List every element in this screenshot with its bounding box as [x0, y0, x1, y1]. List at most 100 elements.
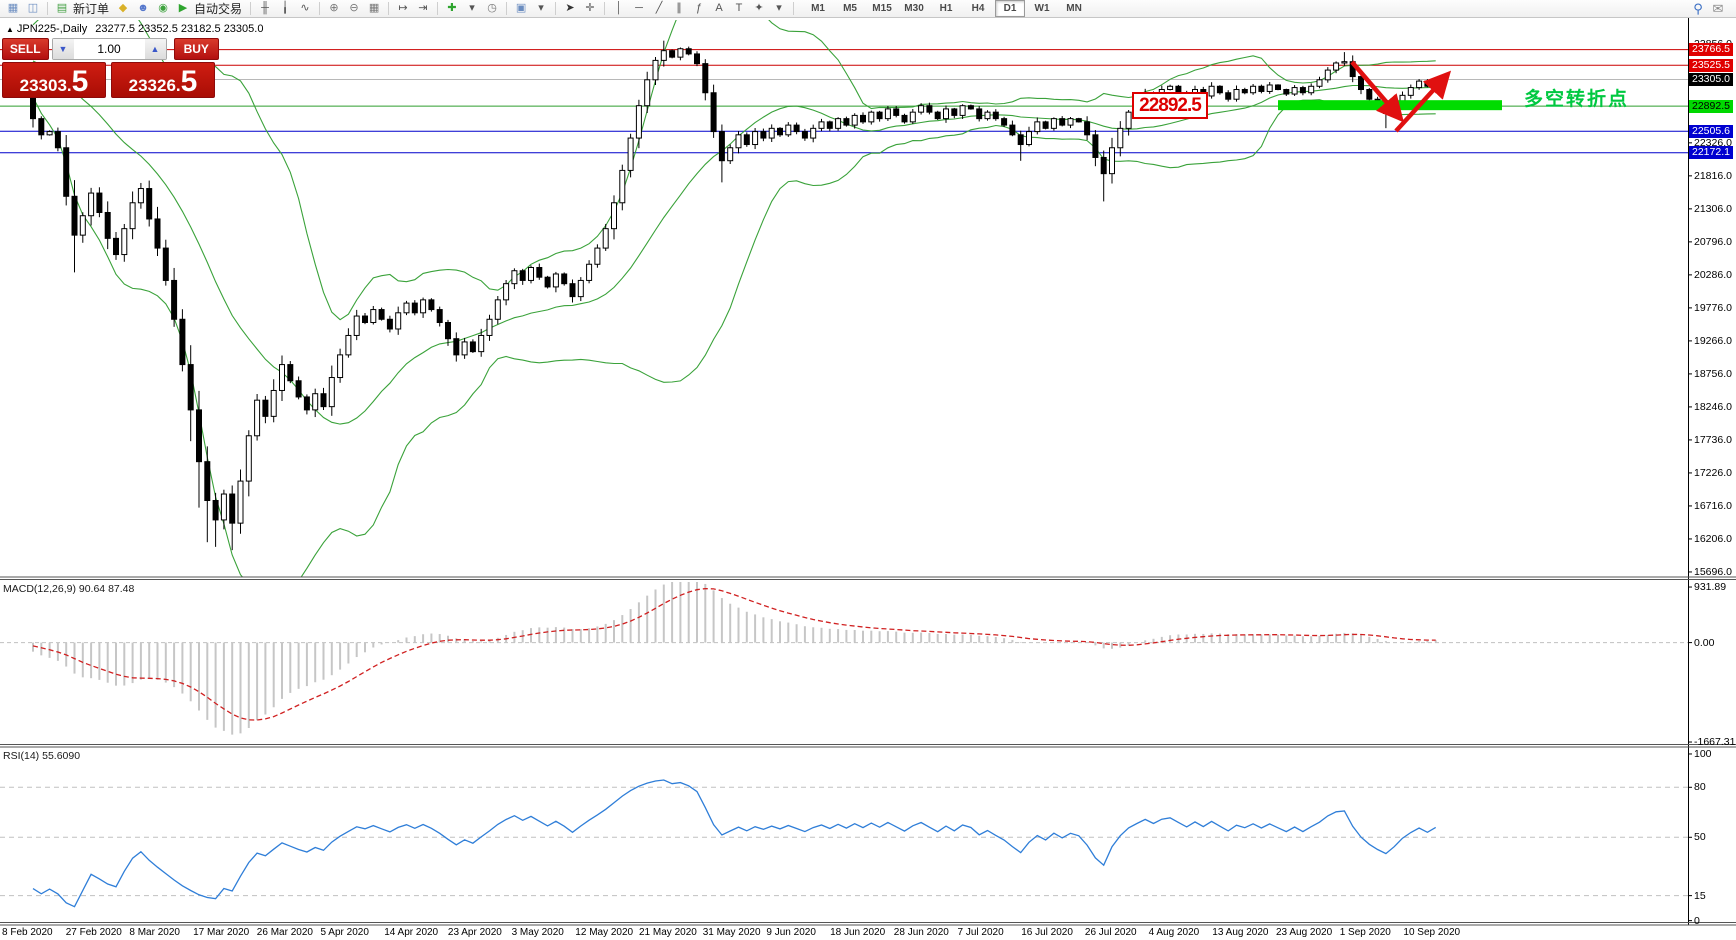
- data-window-icon[interactable]: ☻: [137, 2, 149, 14]
- text-icon[interactable]: A: [715, 2, 723, 14]
- new-order-label: 新订单: [73, 2, 110, 16]
- price-tick: 15696.0: [1694, 565, 1732, 578]
- indicator-caret-icon[interactable]: ▾: [469, 2, 475, 14]
- price-tick: 16716.0: [1694, 499, 1732, 512]
- date-label: 3 May 2020: [511, 927, 564, 938]
- price-badge: 23766.5: [1689, 43, 1733, 57]
- volume-input[interactable]: [73, 39, 145, 59]
- zoom-in-icon[interactable]: ⊕: [329, 2, 339, 14]
- shapes-icon[interactable]: ✦: [754, 2, 764, 14]
- autotrading-label: 自动交易: [194, 2, 243, 16]
- toolbar-divider: [506, 2, 508, 15]
- date-label: 26 Jul 2020: [1084, 927, 1137, 938]
- price-badge: 22892.5: [1689, 99, 1733, 113]
- trend-arrow-2: [1394, 70, 1452, 133]
- date-label: 4 Aug 2020: [1148, 927, 1200, 938]
- symbol-name: JPN225-,Daily: [16, 23, 88, 35]
- volume-increase-button[interactable]: ▲: [144, 39, 166, 59]
- label-icon[interactable]: T: [735, 2, 743, 14]
- date-label: 23 Aug 2020: [1276, 927, 1333, 938]
- trendline-icon[interactable]: ╱: [655, 2, 663, 14]
- date-label: 12 May 2020: [575, 927, 634, 938]
- market-watch-icon[interactable]: ◆: [118, 2, 128, 14]
- date-label: 17 Mar 2020: [193, 927, 250, 938]
- candles: [30, 40, 1439, 551]
- navigator-icon[interactable]: ◉: [158, 2, 168, 14]
- macd-label: MACD(12,26,9) 90.64 87.48: [3, 583, 135, 595]
- fibonacci-icon[interactable]: ƒ: [695, 2, 703, 14]
- toolbar-divider: [47, 2, 48, 15]
- new-chart-icon[interactable]: ▦: [7, 2, 19, 14]
- vertical-line-icon[interactable]: │: [615, 2, 623, 14]
- date-label: 8 Feb 2020: [2, 927, 53, 938]
- price-tick: 16206.0: [1694, 532, 1732, 545]
- price-tick: 20286.0: [1694, 268, 1732, 281]
- shapes-caret-icon[interactable]: ▾: [776, 2, 782, 14]
- sell-button[interactable]: SELL: [2, 38, 49, 60]
- rsi-panel: [0, 779, 1688, 908]
- buy-button[interactable]: BUY: [173, 38, 219, 60]
- toolbar-divider: [555, 2, 557, 15]
- profiles-icon[interactable]: ◫: [27, 2, 39, 14]
- auto-scroll-icon[interactable]: ↦: [398, 2, 408, 14]
- date-label: 10 Sep 2020: [1403, 927, 1461, 938]
- bar-chart-icon[interactable]: ╫: [261, 2, 269, 14]
- timeframe-button-m5[interactable]: M5: [843, 3, 857, 14]
- chart-type-icon[interactable]: ▣: [515, 2, 527, 14]
- price-tick: 21816.0: [1694, 169, 1732, 182]
- tile-windows-icon[interactable]: ▦: [368, 2, 380, 14]
- date-label: 13 Aug 2020: [1212, 927, 1269, 938]
- rsi-tick: 100: [1694, 747, 1712, 760]
- chat-icon[interactable]: ✉: [1712, 1, 1724, 16]
- buy-price-dot: .: [175, 76, 181, 95]
- date-label: 9 Jun 2020: [766, 927, 816, 938]
- one-click-trading-panel: SELL ▼ ▲ BUY 23303.5 23326.5: [2, 38, 219, 98]
- timeframe-button-w1[interactable]: W1: [1034, 3, 1050, 14]
- timeframe-button-m1[interactable]: M1: [811, 3, 825, 14]
- toolbar-divider: [319, 2, 321, 15]
- date-label: 23 Apr 2020: [447, 927, 502, 938]
- autotrading-icon[interactable]: ▶: [178, 2, 188, 14]
- chart-type-caret-icon[interactable]: ▾: [538, 2, 544, 14]
- horizontal-line-icon[interactable]: ─: [635, 2, 643, 14]
- cursor-icon[interactable]: ➤: [565, 2, 575, 14]
- sell-price-dot: .: [66, 76, 72, 95]
- turning-point-label[interactable]: 多空转折点: [1524, 89, 1630, 110]
- macd-tick: 0.00: [1694, 636, 1715, 649]
- new-order-icon[interactable]: ▤: [56, 2, 68, 14]
- price-tick: 18246.0: [1694, 400, 1732, 413]
- ohlc-values: 23277.5 23352.5 23182.5 23305.0: [95, 23, 264, 35]
- date-label: 21 May 2020: [639, 927, 697, 938]
- crosshair-icon[interactable]: ✛: [585, 2, 595, 14]
- zoom-out-icon[interactable]: ⊖: [349, 2, 359, 14]
- macd-tick: -1667.31: [1694, 736, 1736, 749]
- buy-price-panel[interactable]: 23326. 5: [111, 62, 215, 98]
- channel-icon[interactable]: ∥: [676, 2, 682, 14]
- timeframe-button-h4[interactable]: H4: [971, 3, 985, 14]
- caret-down-icon: ▼: [58, 44, 68, 54]
- line-chart-icon[interactable]: ∿: [300, 2, 310, 14]
- timeframe-button-m15[interactable]: M15: [872, 3, 892, 14]
- volume-decrease-button[interactable]: ▼: [52, 39, 74, 59]
- add-indicator-icon[interactable]: ✚: [447, 2, 457, 14]
- rsi-label: RSI(14) 55.6090: [3, 750, 81, 762]
- timeframe-button-h1[interactable]: H1: [939, 3, 953, 14]
- timeframe-button-m30[interactable]: M30: [904, 3, 924, 14]
- buy-price-pips: 5: [180, 65, 198, 98]
- search-icon[interactable]: ⚲: [1693, 1, 1703, 16]
- date-label: 14 Apr 2020: [384, 927, 439, 938]
- symbol-marker-icon: ▲: [6, 25, 14, 34]
- price-level-callout[interactable]: 22892.5: [1132, 92, 1208, 119]
- chart-shift-icon[interactable]: ⇥: [418, 2, 428, 14]
- price-badge: 22172.1: [1689, 146, 1733, 160]
- date-label: 18 Jun 2020: [830, 927, 886, 938]
- toolbar-divider: [388, 2, 390, 15]
- sell-price-panel[interactable]: 23303. 5: [2, 62, 106, 98]
- date-label: 26 Mar 2020: [256, 927, 313, 938]
- timeframe-button-mn[interactable]: MN: [1066, 3, 1082, 14]
- timeframe-button-d1[interactable]: D1: [995, 0, 1026, 17]
- date-label: 7 Jul 2020: [957, 927, 1004, 938]
- period-icon[interactable]: ◷: [487, 2, 497, 14]
- candle-chart-icon[interactable]: ╽: [281, 2, 289, 14]
